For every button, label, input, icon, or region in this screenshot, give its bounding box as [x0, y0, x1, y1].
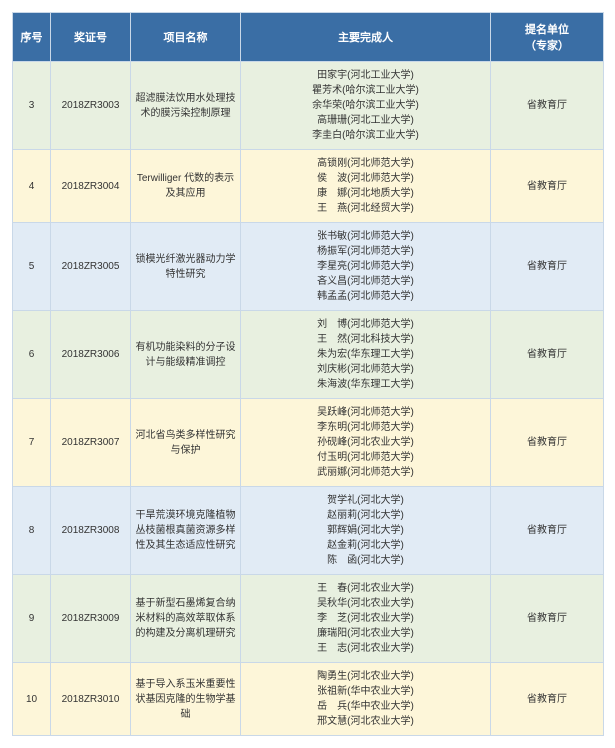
cell-cert: 2018ZR3006: [51, 311, 131, 399]
table-row: 102018ZR3010基于导入系玉米重要性状基因克隆的生物学基础陶勇生(河北农…: [13, 663, 604, 736]
col-header-nom: 提名单位 （专家）: [491, 13, 604, 62]
table-row: 72018ZR3007河北省鸟类多样性研究与保护吴跃峰(河北师范大学)李东明(河…: [13, 399, 604, 487]
person-entry: 刘庆彬(河北师范大学): [245, 362, 486, 377]
person-entry: 贺学礼(河北大学): [245, 493, 486, 508]
cell-proj: 河北省鸟类多样性研究与保护: [131, 399, 241, 487]
table-body: 32018ZR3003超滤膜法饮用水处理技术的膜污染控制原理田家宇(河北工业大学…: [13, 62, 604, 736]
person-entry: 李东明(河北师范大学): [245, 420, 486, 435]
cell-proj: 超滤膜法饮用水处理技术的膜污染控制原理: [131, 62, 241, 150]
cell-nominator: 省教育厅: [491, 223, 604, 311]
person-entry: 付玉明(河北师范大学): [245, 450, 486, 465]
cell-people: 刘 博(河北师范大学)王 然(河北科技大学)朱为宏(华东理工大学)刘庆彬(河北师…: [241, 311, 491, 399]
table-row: 42018ZR3004Terwilliger 代数的表示及其应用高锁刚(河北师范…: [13, 150, 604, 223]
person-entry: 李 芝(河北农业大学): [245, 611, 486, 626]
cell-people: 贺学礼(河北大学)赵丽莉(河北大学)郭辉娟(河北大学)赵金莉(河北大学)陈 函(…: [241, 487, 491, 575]
person-entry: 岳 兵(华中农业大学): [245, 699, 486, 714]
cell-cert: 2018ZR3010: [51, 663, 131, 736]
cell-proj: 基于新型石墨烯复合纳米材料的高效萃取体系的构建及分离机理研究: [131, 575, 241, 663]
person-entry: 李圭白(哈尔滨工业大学): [245, 128, 486, 143]
cell-idx: 7: [13, 399, 51, 487]
person-entry: 余华荣(哈尔滨工业大学): [245, 98, 486, 113]
cell-cert: 2018ZR3004: [51, 150, 131, 223]
person-entry: 王 燕(河北经贸大学): [245, 201, 486, 216]
person-entry: 郭辉娟(河北大学): [245, 523, 486, 538]
person-entry: 孙砚峰(河北农业大学): [245, 435, 486, 450]
cell-idx: 6: [13, 311, 51, 399]
person-entry: 高珊珊(河北工业大学): [245, 113, 486, 128]
table-row: 92018ZR3009基于新型石墨烯复合纳米材料的高效萃取体系的构建及分离机理研…: [13, 575, 604, 663]
person-entry: 吴秋华(河北农业大学): [245, 596, 486, 611]
cell-idx: 3: [13, 62, 51, 150]
table-row: 32018ZR3003超滤膜法饮用水处理技术的膜污染控制原理田家宇(河北工业大学…: [13, 62, 604, 150]
person-entry: 赵金莉(河北大学): [245, 538, 486, 553]
col-header-ppl: 主要完成人: [241, 13, 491, 62]
cell-cert: 2018ZR3007: [51, 399, 131, 487]
cell-idx: 4: [13, 150, 51, 223]
person-entry: 赵丽莉(河北大学): [245, 508, 486, 523]
cell-proj: 锁模光纤激光器动力学特性研究: [131, 223, 241, 311]
person-entry: 廉瑞阳(河北农业大学): [245, 626, 486, 641]
person-entry: 王 志(河北农业大学): [245, 641, 486, 656]
cell-idx: 10: [13, 663, 51, 736]
person-entry: 王 然(河北科技大学): [245, 332, 486, 347]
person-entry: 陶勇生(河北农业大学): [245, 669, 486, 684]
cell-nominator: 省教育厅: [491, 399, 604, 487]
col-header-idx: 序号: [13, 13, 51, 62]
person-entry: 高锁刚(河北师范大学): [245, 156, 486, 171]
cell-people: 高锁刚(河北师范大学)侯 波(河北师范大学)康 娜(河北地质大学)王 燕(河北经…: [241, 150, 491, 223]
cell-people: 吴跃峰(河北师范大学)李东明(河北师范大学)孙砚峰(河北农业大学)付玉明(河北师…: [241, 399, 491, 487]
cell-proj: 干旱荒漠环境克隆植物丛枝菌根真菌资源多样性及其生态适应性研究: [131, 487, 241, 575]
cell-nominator: 省教育厅: [491, 575, 604, 663]
table-row: 52018ZR3005锁模光纤激光器动力学特性研究张书敏(河北师范大学)杨振军(…: [13, 223, 604, 311]
cell-nominator: 省教育厅: [491, 150, 604, 223]
cell-nominator: 省教育厅: [491, 663, 604, 736]
person-entry: 王 春(河北农业大学): [245, 581, 486, 596]
cell-nominator: 省教育厅: [491, 487, 604, 575]
cell-people: 王 春(河北农业大学)吴秋华(河北农业大学)李 芝(河北农业大学)廉瑞阳(河北农…: [241, 575, 491, 663]
person-entry: 瞿芳术(哈尔滨工业大学): [245, 83, 486, 98]
cell-proj: 有机功能染料的分子设计与能级精准调控: [131, 311, 241, 399]
person-entry: 田家宇(河北工业大学): [245, 68, 486, 83]
person-entry: 刘 博(河北师范大学): [245, 317, 486, 332]
cell-cert: 2018ZR3009: [51, 575, 131, 663]
person-entry: 吝义昌(河北师范大学): [245, 274, 486, 289]
person-entry: 朱海波(华东理工大学): [245, 377, 486, 392]
cell-cert: 2018ZR3003: [51, 62, 131, 150]
person-entry: 朱为宏(华东理工大学): [245, 347, 486, 362]
cell-idx: 9: [13, 575, 51, 663]
table-row: 62018ZR3006有机功能染料的分子设计与能级精准调控刘 博(河北师范大学)…: [13, 311, 604, 399]
cell-people: 田家宇(河北工业大学)瞿芳术(哈尔滨工业大学)余华荣(哈尔滨工业大学)高珊珊(河…: [241, 62, 491, 150]
cell-cert: 2018ZR3005: [51, 223, 131, 311]
person-entry: 韩孟孟(河北师范大学): [245, 289, 486, 304]
person-entry: 康 娜(河北地质大学): [245, 186, 486, 201]
person-entry: 武丽娜(河北师范大学): [245, 465, 486, 480]
person-entry: 吴跃峰(河北师范大学): [245, 405, 486, 420]
cell-idx: 8: [13, 487, 51, 575]
cell-nominator: 省教育厅: [491, 62, 604, 150]
person-entry: 邢文慧(河北农业大学): [245, 714, 486, 729]
person-entry: 陈 函(河北大学): [245, 553, 486, 568]
col-header-cert: 奖证号: [51, 13, 131, 62]
cell-idx: 5: [13, 223, 51, 311]
cell-proj: 基于导入系玉米重要性状基因克隆的生物学基础: [131, 663, 241, 736]
person-entry: 李星亮(河北师范大学): [245, 259, 486, 274]
cell-people: 陶勇生(河北农业大学)张祖新(华中农业大学)岳 兵(华中农业大学)邢文慧(河北农…: [241, 663, 491, 736]
person-entry: 张书敏(河北师范大学): [245, 229, 486, 244]
person-entry: 杨振军(河北师范大学): [245, 244, 486, 259]
table-header-row: 序号 奖证号 项目名称 主要完成人 提名单位 （专家）: [13, 13, 604, 62]
cell-nominator: 省教育厅: [491, 311, 604, 399]
cell-people: 张书敏(河北师范大学)杨振军(河北师范大学)李星亮(河北师范大学)吝义昌(河北师…: [241, 223, 491, 311]
col-header-proj: 项目名称: [131, 13, 241, 62]
awards-table: 序号 奖证号 项目名称 主要完成人 提名单位 （专家） 32018ZR3003超…: [12, 12, 604, 736]
cell-proj: Terwilliger 代数的表示及其应用: [131, 150, 241, 223]
cell-cert: 2018ZR3008: [51, 487, 131, 575]
table-row: 82018ZR3008干旱荒漠环境克隆植物丛枝菌根真菌资源多样性及其生态适应性研…: [13, 487, 604, 575]
person-entry: 侯 波(河北师范大学): [245, 171, 486, 186]
person-entry: 张祖新(华中农业大学): [245, 684, 486, 699]
